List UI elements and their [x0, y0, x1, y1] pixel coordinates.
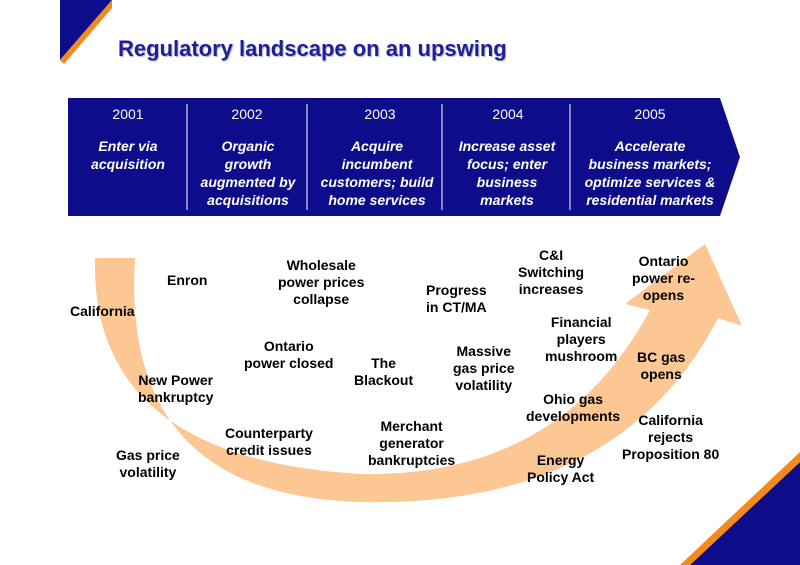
timeline-year-2005: 2005 [634, 106, 666, 122]
bottom-right-corner-decoration [680, 452, 800, 565]
event-progress-ct-ma: Progress in CT/MA [426, 282, 487, 315]
timeline-year-2003: 2003 [364, 106, 396, 122]
event-ontario-closed: Ontario power closed [244, 338, 334, 371]
timeline-year-2001: 2001 [112, 106, 144, 122]
timeline-phase-2004: Increase asset focus; enter business mar… [458, 138, 556, 208]
event-new-power-bankruptcy: New Power bankruptcy [138, 372, 214, 405]
page-title: Regulatory landscape on an upswing [118, 36, 507, 61]
page-number: 11 [712, 512, 725, 526]
event-ohio-gas: Ohio gas developments [526, 391, 621, 424]
event-ci-switching: C&I Switching increases [518, 247, 585, 297]
event-energy-policy-act: Energy Policy Act [527, 452, 595, 485]
event-financial-players: Financial players mushroom [545, 314, 618, 364]
top-left-corner-decoration [60, 0, 112, 64]
event-enron: Enron [167, 272, 208, 288]
event-massive-gas-volatility: Massive gas price volatility [453, 343, 515, 393]
timeline-phase-2003: Acquire incumbent customers; build home … [320, 138, 434, 208]
event-bc-gas-opens: BC gas opens [637, 349, 686, 382]
timeline-phase-2002: Organic growth augmented by acquisitions [200, 138, 296, 208]
event-wholesale-prices-collapse: Wholesale power prices collapse [278, 257, 365, 307]
timeline-banner [68, 98, 740, 216]
event-california: California [70, 303, 135, 319]
timeline-year-2004: 2004 [492, 106, 524, 122]
event-counterparty-credit: Counterparty credit issues [225, 425, 313, 458]
event-ontario-reopens: Ontario power re- opens [632, 253, 696, 303]
event-california-rejects: California rejects Proposition 80 [622, 412, 720, 462]
timeline-phase-2005: Accelerate business markets; optimize se… [584, 138, 716, 208]
timeline-year-2002: 2002 [231, 106, 263, 122]
event-gas-price-volatility: Gas price volatility [116, 447, 180, 480]
event-merchant-bankruptcies: Merchant generator bankruptcies [368, 418, 456, 468]
timeline-phase-2001: Enter via acquisition [91, 138, 165, 172]
event-blackout: The Blackout [354, 355, 414, 388]
